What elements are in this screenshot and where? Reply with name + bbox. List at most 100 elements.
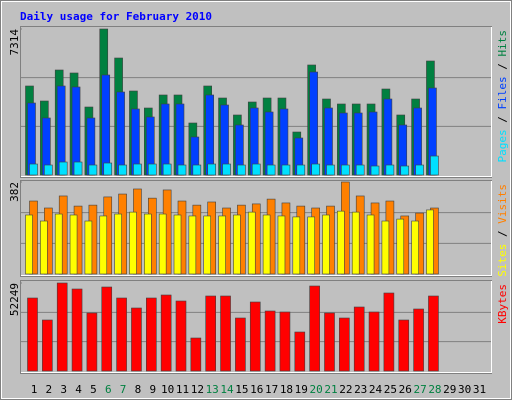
bar xyxy=(188,215,197,275)
bar xyxy=(237,164,246,176)
x-tick-label: 27 xyxy=(413,383,426,396)
bar xyxy=(251,163,261,176)
bar xyxy=(205,295,216,372)
bar xyxy=(175,300,187,372)
bar xyxy=(413,308,424,372)
bar xyxy=(326,164,335,176)
x-tick-label: 23 xyxy=(354,383,367,396)
bar xyxy=(307,216,315,275)
bar xyxy=(398,319,410,372)
bar xyxy=(56,85,66,176)
x-tick-label: 13 xyxy=(206,383,219,396)
bar xyxy=(430,155,439,176)
x-tick-label: 7 xyxy=(120,383,127,396)
legend-entry: KBytes xyxy=(496,284,509,324)
bar xyxy=(277,215,286,275)
bar xyxy=(383,292,395,372)
bar xyxy=(262,214,271,275)
bar xyxy=(116,91,125,176)
x-tick-label: 18 xyxy=(280,383,293,396)
x-tick-label: 16 xyxy=(250,383,263,396)
x-tick-label: 26 xyxy=(399,383,412,396)
bar xyxy=(266,164,276,176)
bar xyxy=(103,162,113,176)
bar xyxy=(279,311,291,372)
bar xyxy=(84,220,93,275)
x-tick-label: 12 xyxy=(191,383,204,396)
bar xyxy=(337,210,345,275)
chart-title: Daily usage for February 2010 xyxy=(20,10,212,23)
y-max-label: 52249 xyxy=(8,283,21,316)
bar xyxy=(233,214,241,275)
x-tick-label: 25 xyxy=(384,383,397,396)
legend-separator: / xyxy=(496,110,509,130)
legend-entry: Hits xyxy=(496,30,509,57)
bar xyxy=(42,319,53,372)
bar xyxy=(192,164,202,176)
legend-separator: / xyxy=(496,224,509,244)
bar xyxy=(158,213,167,275)
bar xyxy=(173,214,182,275)
bar xyxy=(88,164,98,176)
y-max-label: 7314 xyxy=(8,29,21,56)
bar xyxy=(99,215,108,275)
legend-entry: Files xyxy=(496,76,509,109)
bar xyxy=(54,213,63,275)
bar xyxy=(175,103,185,176)
x-tick-label: 10 xyxy=(161,383,174,396)
bar xyxy=(309,285,320,372)
bar xyxy=(69,214,78,275)
x-tick-label: 24 xyxy=(369,383,383,396)
bar xyxy=(160,294,172,372)
bar xyxy=(218,215,226,275)
bar xyxy=(44,164,53,176)
bar xyxy=(207,163,216,176)
bar xyxy=(58,161,68,176)
bar xyxy=(71,288,83,372)
bar xyxy=(235,317,246,372)
x-tick-label: 14 xyxy=(220,383,234,396)
legend-entry: Sites xyxy=(496,244,509,277)
bar xyxy=(118,164,127,176)
legend-entry: Pages xyxy=(496,129,509,162)
x-tick-label: 29 xyxy=(443,383,456,396)
x-tick-label: 20 xyxy=(310,383,323,396)
x-tick-label: 19 xyxy=(295,383,308,396)
bar xyxy=(177,164,187,176)
x-tick-label: 31 xyxy=(473,383,486,396)
bar xyxy=(190,337,202,372)
bar xyxy=(353,306,365,372)
bar xyxy=(400,165,410,176)
x-tick-label: 6 xyxy=(105,383,112,396)
bar xyxy=(205,94,214,176)
bar xyxy=(281,164,291,176)
bar xyxy=(324,312,335,372)
bar xyxy=(29,163,38,176)
bar xyxy=(351,211,360,275)
bar xyxy=(264,310,276,372)
bar xyxy=(40,220,48,275)
bar xyxy=(385,164,395,176)
bar xyxy=(222,163,231,176)
bar xyxy=(249,301,261,372)
bar xyxy=(309,71,318,176)
x-tick-label: 15 xyxy=(235,383,248,396)
bar xyxy=(203,215,211,275)
bar xyxy=(341,164,350,176)
legend-separator: / xyxy=(496,57,509,77)
bar xyxy=(116,297,127,372)
bar xyxy=(129,211,137,275)
bar xyxy=(133,163,142,176)
bar xyxy=(415,164,424,176)
bar xyxy=(311,163,320,176)
bar xyxy=(25,214,33,275)
x-tick-label: 1 xyxy=(31,383,38,396)
x-tick-label: 8 xyxy=(135,383,142,396)
legend: Pages / Files / Hits xyxy=(496,30,509,163)
x-tick-label: 4 xyxy=(75,383,82,396)
x-tick-label: 9 xyxy=(149,383,156,396)
bar xyxy=(247,211,256,275)
bar xyxy=(428,295,439,372)
bar xyxy=(322,214,330,275)
